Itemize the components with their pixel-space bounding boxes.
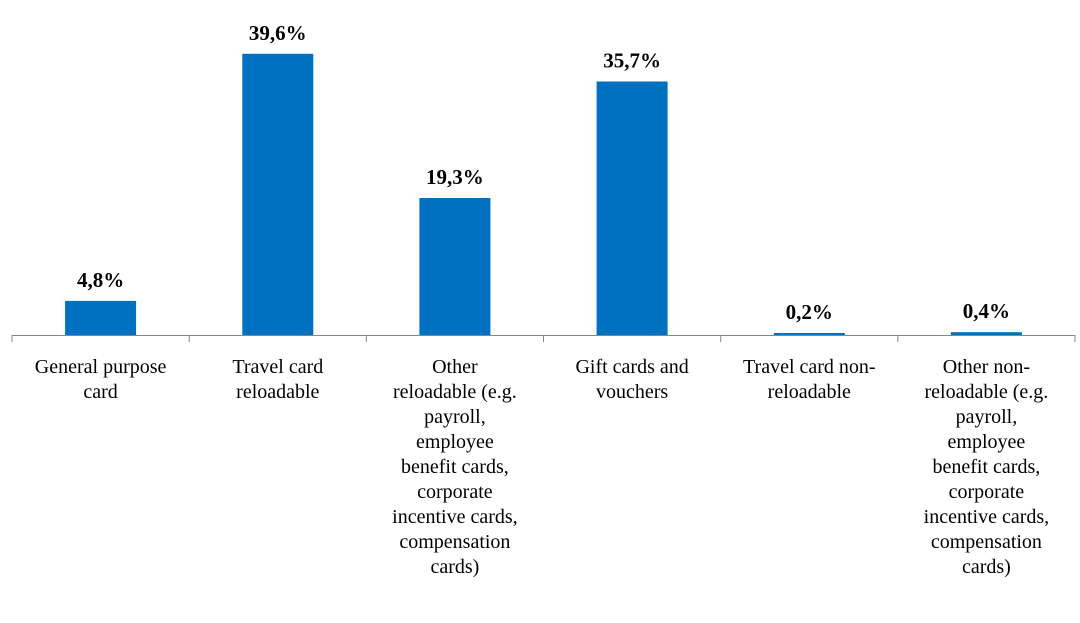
data-label-1: 4,8% <box>77 268 124 292</box>
category-label-line: compensation <box>930 531 1042 553</box>
category-label-line: incentive cards, <box>392 506 518 528</box>
category-label-line: benefit cards, <box>401 456 509 478</box>
category-label-line: reloadable <box>767 381 851 403</box>
category-label-line: cards) <box>961 556 1011 578</box>
category-label-5: Travel card non-reloadable <box>721 355 897 405</box>
bar-1 <box>65 300 137 335</box>
category-label-line: cards) <box>430 556 480 578</box>
category-label-line: General purpose <box>34 356 167 378</box>
bar-2 <box>242 53 314 336</box>
category-label-line: vouchers <box>595 381 669 403</box>
category-label-1: General purpose card <box>13 355 189 405</box>
category-label-line: Travel card non- <box>743 356 876 378</box>
data-label-3: 19,3% <box>426 165 484 189</box>
bar-6 <box>950 332 1022 335</box>
category-label-4: Gift cards and vouchers <box>544 355 720 405</box>
category-label-6: Other non-reloadable (e.g. payroll, employ… <box>898 355 1074 580</box>
x-axis <box>11 335 1076 342</box>
category-label-line: Other non- <box>942 356 1030 378</box>
bar-3 <box>419 198 491 335</box>
data-label-4: 35,7% <box>603 49 661 73</box>
category-label-2: Travel card reloadable <box>190 355 366 405</box>
category-label-line: payroll, <box>424 406 486 428</box>
category-label-line: Other <box>432 356 478 378</box>
bar-5 <box>773 333 845 335</box>
category-label-line: reloadable <box>236 381 320 403</box>
data-label-2: 39,6% <box>249 21 307 45</box>
category-label-line: Gift cards and <box>575 356 689 378</box>
category-label-line: employee <box>947 431 1026 453</box>
category-label-line: corporate <box>417 481 493 503</box>
data-label-5: 0,2% <box>786 300 833 324</box>
category-label-line: card <box>83 381 118 403</box>
category-label-line: employee <box>416 431 494 453</box>
category-label-line: compensation <box>399 531 511 553</box>
bar-4 <box>596 81 668 335</box>
category-label-line: payroll, <box>955 406 1018 428</box>
data-labels-layer: 4,8% 39,6% 19,3% 35,7% 0,2% 0,4% <box>77 21 1010 324</box>
category-label-line: Travel card <box>232 356 324 378</box>
data-label-6: 0,4% <box>963 299 1010 323</box>
bars-layer <box>65 53 1022 336</box>
category-label-line: reloadable (e.g. <box>392 381 517 403</box>
category-label-line: corporate <box>948 481 1025 503</box>
category-label-3: Other reloadable (e.g. payroll, employee ben… <box>367 355 543 580</box>
category-label-line: incentive cards, <box>923 506 1050 528</box>
category-label-line: reloadable (e.g. <box>924 381 1049 403</box>
category-label-line: benefit cards, <box>932 456 1041 478</box>
